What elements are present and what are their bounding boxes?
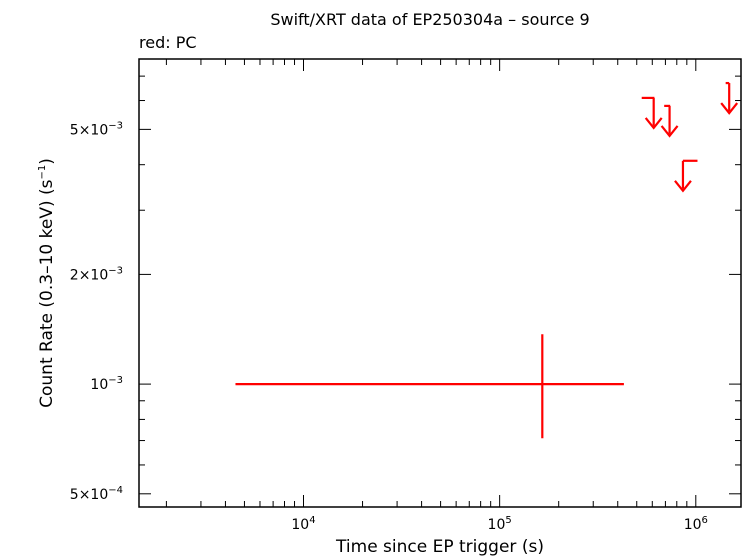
y-tick-labels: 5×10−4 10−3 2×10−3 5×10−3 [70,120,123,502]
upper-limit [720,81,739,115]
x-tick-label: 104 [291,515,315,533]
y-tick-label: 2×10−3 [70,265,123,283]
y-axis-label-close: ) [37,158,57,165]
plot-frame [138,58,742,508]
chart-subtitle: red: PC [139,33,197,52]
upper-limit-arrowhead [720,102,739,115]
y-tick-label: 5×10−3 [70,120,123,138]
data-point [235,334,624,439]
y-tick-label: 10−3 [90,375,123,393]
upper-limit [674,159,698,193]
upper-limit-arrowhead [660,125,679,138]
y-tick-label: 5×10−4 [70,485,123,503]
data-marks [235,81,739,439]
y-axis-label-main: Count Rate (0.3–10 keV) (s [37,179,57,407]
upper-limit [660,104,679,138]
upper-limit-arrowhead [644,117,663,130]
axis-ticks [139,59,741,507]
x-axis-label: Time since EP trigger (s) [335,537,544,557]
x-tick-label: 106 [684,515,708,533]
upper-limit-arrowhead [674,180,692,193]
y-axis-label-sup: −1 [37,165,48,180]
chart-title: Swift/XRT data of EP250304a – source 9 [270,10,589,29]
y-axis-label: Count Rate (0.3–10 keV) (s−1) [37,158,57,408]
x-tick-label: 105 [488,515,512,533]
x-tick-labels: 104 105 106 [291,515,708,533]
upper-limit [641,96,663,130]
